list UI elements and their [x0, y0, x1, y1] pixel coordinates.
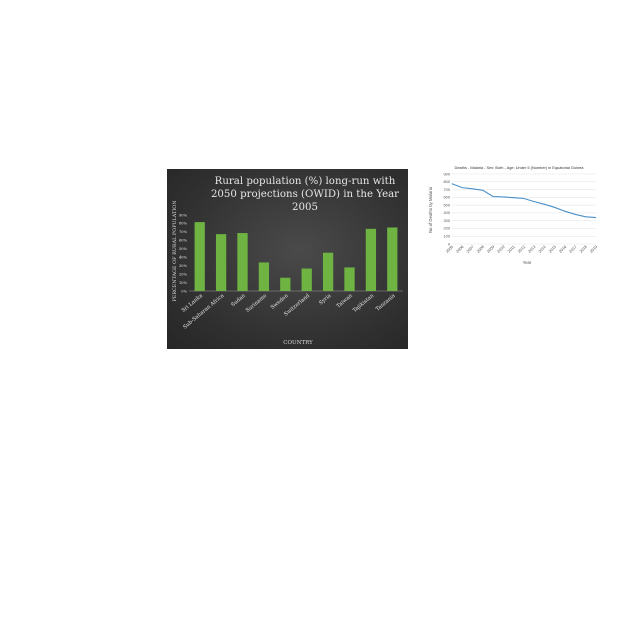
bar-category-label: Tanzania [375, 293, 397, 313]
bar-category-label: Sweden [270, 293, 290, 311]
bar-y-tick-label: 30% [179, 264, 188, 268]
line-data-point [523, 198, 525, 199]
bar-switzerland [301, 268, 312, 291]
line-data-point [564, 210, 566, 212]
line-plot-area: 0 100 200 300 400 500 600 700 800 900 2005 2006 2007… [444, 171, 599, 254]
bar-sub-saharan-africa [215, 234, 227, 291]
line-y-tick-label: 600 [444, 195, 451, 200]
bar-chart-x-axis-label: COUNTRY [283, 340, 313, 346]
bar-y-tick-label: 80% [179, 222, 188, 226]
line-x-tick-label: 2010 [496, 244, 506, 254]
line-series-deaths [451, 183, 597, 219]
line-data-point [451, 183, 453, 185]
line-data-point [544, 203, 545, 205]
bar-y-tick-label: 40% [179, 256, 188, 260]
line-x-tick-label: 2009 [486, 244, 496, 254]
bar-tajikistan [365, 228, 377, 291]
line-x-tick-label: 2017 [568, 244, 578, 254]
bar-chart-canvas: Rural population (%) long-run with 2050 … [172, 175, 403, 346]
bar-y-tick-label: 90% [179, 213, 188, 217]
line-x-tick-label: 2005 [445, 244, 455, 254]
rural-population-bar-chart: Rural population (%) long-run with 2050 … [167, 169, 408, 349]
bar-plot-area: 0%10%20%30%40%50%60%70%80%90%Sri LankaSu… [179, 213, 403, 331]
line-data-point [533, 201, 535, 202]
line-x-tick-label: 2013 [527, 244, 537, 254]
bar-taiwan [344, 267, 355, 291]
line-x-tick-label: 2018 [578, 244, 588, 254]
bar-chart-title-line-1: Rural population (%) long-run with [215, 175, 396, 187]
bar-chart-y-axis-label: PERCENTAGE OF RURAL POPULATION [172, 200, 178, 302]
line-data-point [575, 214, 576, 215]
line-data-point [595, 217, 597, 218]
bar-y-tick-label: 0% [181, 289, 187, 293]
line-x-tick-label: 2007 [465, 244, 475, 254]
line-data-point [472, 188, 473, 190]
line-data-point [482, 189, 484, 191]
bar-chart-title-line-2: 2050 projections (OWID) in the Year [211, 188, 399, 200]
bar-tanzania [387, 227, 398, 291]
line-x-tick-label: 2012 [517, 244, 527, 254]
bar-y-tick-label: 10% [179, 281, 188, 285]
bar-category-label: Suriname [245, 293, 268, 314]
bar-category-label: Sub-Saharan Africa [182, 293, 225, 331]
line-y-tick-label: 900 [444, 171, 451, 176]
bar-chart-title-line-3: 2005 [292, 202, 318, 213]
line-x-tick-label: 2008 [475, 244, 485, 254]
malaria-deaths-line-chart: Deaths - Malaria - Sex: Both - Age: Unde… [428, 160, 600, 265]
line-y-tick-label: 400 [444, 210, 451, 215]
bar-sudan [237, 233, 248, 291]
line-y-tick-label: 200 [444, 226, 451, 231]
bar-category-label: Syria [318, 293, 332, 306]
line-chart-title: Deaths - Malaria - Sex: Both - Age: Unde… [455, 165, 585, 170]
line-data-point [461, 187, 463, 188]
line-y-tick-label: 100 [444, 234, 451, 239]
line-y-tick-label: 0 [448, 241, 451, 246]
line-x-tick-label: 2015 [547, 244, 557, 254]
line-data-point [554, 207, 556, 208]
line-y-tick-label: 300 [444, 218, 451, 223]
line-y-tick-label: 700 [444, 187, 451, 192]
line-data-point [503, 196, 504, 198]
bar-syria [322, 252, 334, 291]
line-y-tick-label: 800 [444, 179, 451, 184]
bar-category-label: Taiwan [336, 293, 355, 310]
bar-sri-lanka [194, 222, 205, 291]
bar-suriname [258, 262, 270, 291]
bar-y-tick-label: 50% [179, 247, 188, 251]
bar-sweden [280, 277, 291, 291]
bar-category-label: Sudan [230, 293, 247, 309]
line-y-tick-label: 500 [444, 202, 451, 207]
bar-y-tick-label: 70% [179, 230, 188, 234]
line-chart-canvas: Deaths - Malaria - Sex: Both - Age: Unde… [428, 165, 599, 265]
line-chart-y-axis-label: No of Deaths by Malaria [428, 186, 433, 233]
line-x-tick-label: 2006 [455, 244, 465, 254]
line-chart-x-axis-label: Year [523, 260, 532, 265]
bar-y-tick-label: 60% [179, 239, 188, 243]
bar-y-tick-label: 20% [179, 272, 188, 276]
line-x-tick-label: 2019 [589, 244, 599, 254]
line-x-tick-label: 2016 [558, 244, 568, 254]
line-x-tick-label: 2011 [506, 244, 515, 253]
bar-category-label: Tajikistan [352, 293, 376, 314]
line-x-tick-label: 2014 [537, 244, 547, 254]
line-data-point [585, 216, 587, 218]
line-data-point [513, 197, 515, 199]
line-data-point [492, 196, 494, 197]
